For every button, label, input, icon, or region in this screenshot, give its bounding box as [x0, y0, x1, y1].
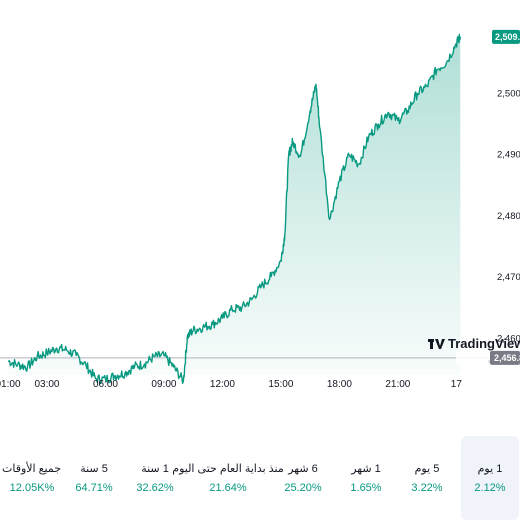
last-price-value: 2,509.25: [495, 32, 520, 42]
x-tick-label: 18:00: [327, 379, 352, 390]
period-change-value: 2.12%: [474, 482, 506, 494]
last-price-badge: 2,509.25: [492, 29, 520, 44]
period-button[interactable]: 5 يوم 3.22%: [398, 436, 456, 520]
x-tick-label: 06:00: [93, 379, 118, 390]
period-label: 1 سنة: [141, 463, 169, 475]
period-label: 5 سنة: [80, 463, 108, 475]
x-tick-label: 01:00: [0, 379, 21, 390]
period-change-value: 32.62%: [136, 482, 174, 494]
period-change-value: 1.65%: [350, 482, 382, 494]
period-label: 6 شهر: [288, 463, 318, 475]
period-button[interactable]: جميع الأوقات 12.05K%: [2, 436, 61, 520]
price-chart[interactable]: 2,460.00 2,470.00 2,480.00 2,490.00 2,500.00…: [0, 0, 520, 400]
tradingview-logo[interactable]: TradingView: [428, 336, 520, 351]
y-tick-label: 2,470.00: [497, 272, 520, 283]
period-change-value: 21.64%: [209, 482, 247, 494]
period-label: 1 شهر: [351, 463, 381, 475]
price-line: [7, 33, 461, 385]
period-button[interactable]: 1 يوم 2.12%: [461, 436, 519, 520]
x-tick-label: 17: [451, 379, 463, 390]
period-change-value: 12.05K%: [9, 482, 55, 494]
previous-close-badge: الإغلاق السابق2,456.80: [456, 350, 520, 365]
period-button[interactable]: 1 شهر 1.65%: [337, 436, 395, 520]
period-change-value: 3.22%: [411, 482, 443, 494]
period-label: جميع الأوقات: [2, 463, 61, 475]
x-tick-label: 09:00: [151, 379, 176, 390]
x-tick-label: 12:00: [210, 379, 235, 390]
period-button[interactable]: 6 شهر 25.20%: [274, 436, 332, 520]
previous-close-value: 2,456.80: [494, 353, 520, 363]
x-tick-label: 15:00: [268, 379, 293, 390]
y-tick-label: 2,460.00: [497, 333, 520, 344]
y-tick-label: 2,480.00: [497, 211, 520, 222]
period-label: منذ بداية العام حتى اليوم: [172, 463, 284, 475]
period-change-value: 25.20%: [284, 482, 322, 494]
period-button[interactable]: 5 سنة 64.71%: [65, 436, 123, 520]
y-axis: 2,460.00 2,470.00 2,480.00 2,490.00 2,500.00: [497, 88, 520, 344]
x-tick-label: 21:00: [385, 379, 410, 390]
x-tick-label: 03:00: [34, 379, 59, 390]
y-tick-label: 2,500.00: [497, 88, 520, 99]
period-label: 1 يوم: [477, 463, 503, 475]
tradingview-logo-icon: [428, 339, 445, 349]
period-change-value: 64.71%: [75, 482, 113, 494]
period-button[interactable]: 1 سنة 32.62%: [126, 436, 184, 520]
x-axis: 01:00 03:00 06:00 09:00 12:00 15:00 18:00 21:00…: [0, 379, 462, 390]
tradingview-logo-text: TradingView: [448, 336, 520, 351]
y-tick-label: 2,490.00: [497, 150, 520, 161]
period-selector: 1 يوم 2.12% 5 يوم 3.22% 1 شهر 1.65% 6 شهر 25.20…: [0, 436, 520, 520]
period-label: 5 يوم: [414, 463, 440, 475]
price-area-fill: [8, 34, 461, 384]
period-button[interactable]: منذ بداية العام حتى اليوم 21.64%: [153, 436, 303, 520]
